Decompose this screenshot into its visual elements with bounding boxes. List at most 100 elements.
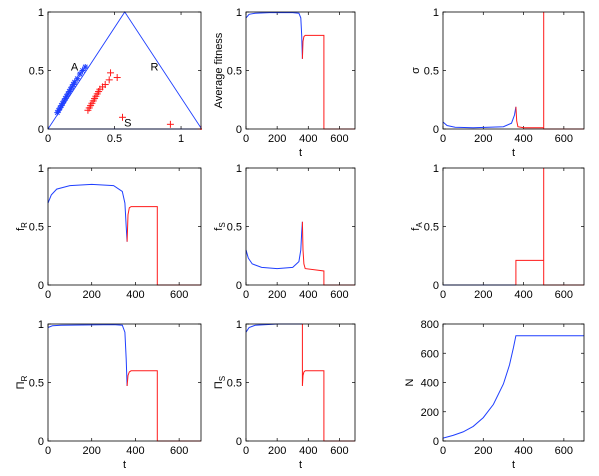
series-blue-point [76,71,83,78]
series-blue-point [74,75,81,82]
x-tick-label: 0 [440,133,446,145]
x-tick-label: 200 [268,289,286,301]
series-red-point [101,81,109,89]
axes-frame [442,11,585,130]
y-tick-label: 1 [38,319,44,331]
panel-p6: 0 200 400 600 0 0.5 1 fA [410,163,585,301]
x-tick-label: 0 [45,445,51,457]
axes-frame [47,323,202,442]
plot-area [443,168,584,286]
x-tick-label: 600 [555,289,573,301]
series-blue-line [245,221,303,270]
series-blue-line [245,12,303,59]
x-tick-label: 400 [299,289,317,301]
series-red-point [119,113,127,121]
x-tick-label: 400 [299,133,317,145]
y-tick-label: 600 [421,348,439,360]
annotation-r: R [150,62,158,74]
x-axis-label: t [512,459,515,471]
y-axis-label: fS [213,222,227,230]
x-tick-label: 200 [474,445,492,457]
series-red-line [301,324,355,442]
y-tick-label: 0.5 [29,222,44,234]
x-tick-label: 0 [243,133,249,145]
panel-p4: 0 200 400 600 0 0.5 1 fR [15,163,202,301]
series-blue-point [79,67,86,74]
series-blue-line [442,106,517,129]
y-tick-label: 1 [38,163,44,175]
x-tick-label: 400 [126,289,144,301]
y-tick-label: 1 [236,7,242,19]
x-tick-label: 0 [45,289,51,301]
panel-p2: 0 200 400 600 0 0.5 1 t Average fitness [213,7,356,159]
plot-area [245,221,355,286]
x-tick-label: 600 [330,445,348,457]
axes-frame [245,11,356,130]
y-tick-label: 0 [236,436,242,448]
axes-frame [442,167,585,286]
series-red-point [113,74,121,82]
x-tick-label: 600 [555,445,573,457]
x-tick-label: 200 [83,289,101,301]
y-tick-label: 1 [236,319,242,331]
y-tick-label: 0.5 [227,66,242,78]
y-tick-label: 0 [433,280,439,292]
plot-area [245,12,355,130]
y-tick-label: 0.5 [29,66,44,78]
series-blue-point [64,90,71,97]
y-tick-label: 0 [433,124,439,136]
y-tick-label: 200 [421,407,439,419]
axes-frame [442,323,585,442]
series-red-line [126,370,201,442]
x-tick-label: 0 [243,289,249,301]
x-axis-label: t [123,459,126,471]
x-tick-label: 400 [126,445,144,457]
x-tick-label: 0.5 [107,133,122,145]
y-tick-label: 0.5 [424,66,439,78]
series-red-line [301,34,355,130]
series-blue-line [442,335,584,439]
x-tick-label: 200 [83,445,101,457]
series-blue-line [245,323,303,333]
axes-frame [245,323,356,442]
panel-p5: 0 200 400 600 0 0.5 1 fS [213,163,356,301]
x-axis-label: t [299,147,302,159]
y-axis-label: Average fitness [213,32,225,108]
x-tick-label: 600 [170,445,188,457]
x-tick-label: 0 [440,289,446,301]
y-tick-label: 0 [38,280,44,292]
y-tick-label: 1 [433,7,439,19]
panel-p3: 0 200 400 600 0 0.5 1 t σ [410,7,585,159]
y-tick-label: 0.5 [227,222,242,234]
axes-frame [47,167,202,286]
axes-frame [47,11,202,130]
y-axis-label: ΠR [15,375,29,389]
panel-p8: 0 200 400 600 0 0.5 1 t ΠS [213,319,356,471]
y-tick-label: 800 [421,319,439,331]
series-blue-point [71,79,78,86]
plot-area [442,335,584,439]
panel-p7: 0 200 400 600 0 0.5 1 t ΠR [15,319,202,471]
plot-area [442,12,584,130]
series-red-point [166,120,174,128]
x-tick-label: 400 [514,289,532,301]
y-tick-label: 0 [38,124,44,136]
y-tick-label: 1 [38,7,44,19]
x-tick-label: 200 [268,445,286,457]
panel-p1: 0 0.5 1 0 0.5 1 A R S [29,7,202,145]
x-tick-label: 0 [45,133,51,145]
series-red-point [105,76,113,84]
y-axis-label: σ [410,67,422,74]
y-axis-label: fA [410,222,424,231]
series-blue-point [82,63,89,70]
x-axis-label: t [299,459,302,471]
x-tick-label: 200 [474,289,492,301]
x-tick-label: 0 [440,445,446,457]
y-tick-label: 1 [236,163,242,175]
annotation-a: A [71,62,79,74]
plot-area [245,323,355,442]
x-tick-label: 0 [243,445,249,457]
x-tick-label: 600 [170,289,188,301]
x-tick-label: 600 [330,133,348,145]
x-tick-label: 400 [514,445,532,457]
